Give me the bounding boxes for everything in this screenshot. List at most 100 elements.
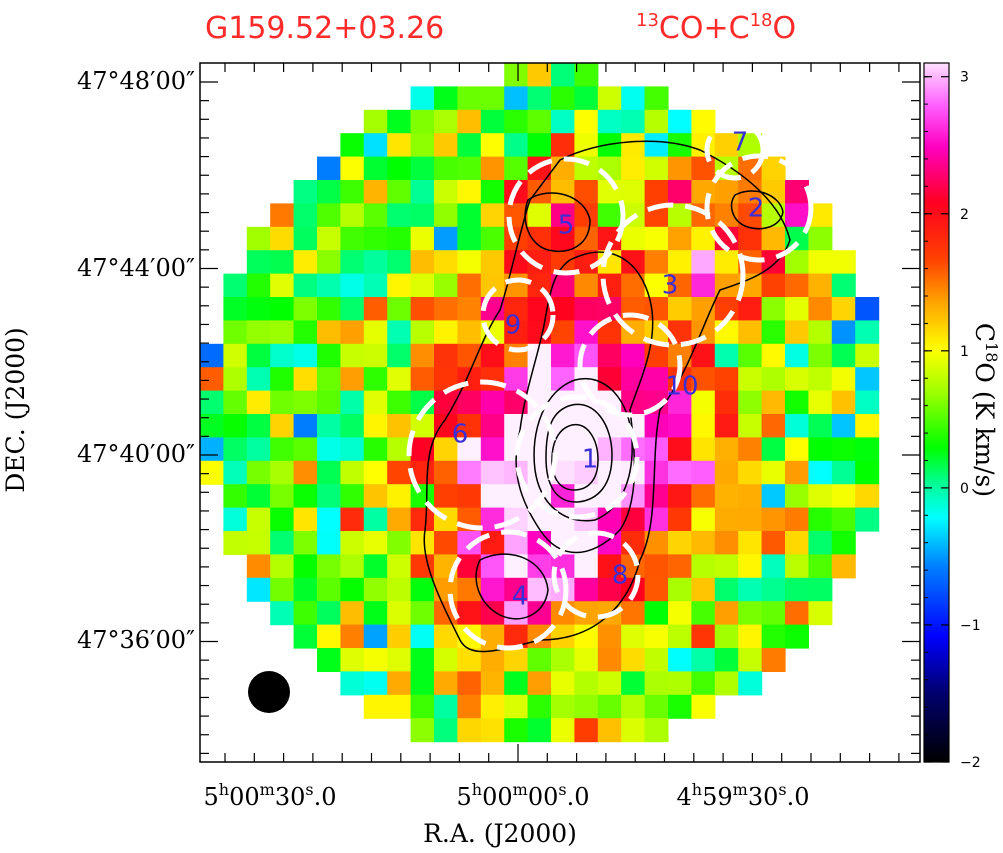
heatmap-cell	[808, 437, 833, 462]
heatmap-cell	[668, 694, 692, 719]
heatmap-cell	[363, 226, 388, 251]
heatmap-cell	[410, 648, 435, 672]
heatmap-cell	[644, 180, 669, 204]
heatmap-cell	[223, 390, 248, 415]
heatmap-cell	[714, 554, 739, 579]
heatmap-cell	[831, 367, 856, 392]
heatmap-cell	[668, 273, 692, 298]
heatmap-cell	[668, 577, 692, 602]
heatmap-cell	[597, 554, 622, 579]
heatmap-cell	[714, 577, 739, 602]
heatmap-cell	[317, 531, 341, 555]
heatmap-cell	[434, 133, 458, 158]
heatmap-cell	[387, 577, 412, 602]
heatmap-cell	[223, 484, 248, 509]
heatmap-cell	[691, 484, 716, 509]
heatmap-cell	[855, 343, 880, 368]
heatmap-cell	[738, 460, 763, 485]
heatmap-cell	[504, 577, 529, 602]
heatmap-cell	[317, 390, 341, 415]
heatmap-cell	[785, 577, 809, 602]
heatmap-cell	[551, 133, 575, 158]
heatmap-cell	[270, 297, 295, 321]
heatmap-cell	[621, 718, 646, 743]
heatmap-cell	[293, 343, 318, 368]
heatmap-cell	[317, 437, 341, 462]
heatmap-cell	[691, 671, 716, 696]
heatmap-cell	[504, 648, 529, 672]
heatmap-cell	[293, 180, 318, 204]
heatmap-cell	[340, 203, 365, 228]
heatmap-cell	[317, 577, 341, 602]
heatmap-cell	[387, 648, 412, 672]
heatmap-cell	[527, 437, 552, 462]
heatmap-cell	[714, 343, 739, 368]
heatmap-cell	[761, 648, 786, 672]
heatmap-cell	[504, 297, 529, 321]
heatmap-cell	[785, 414, 809, 438]
heatmap-cell	[644, 156, 669, 181]
heatmap-cell	[831, 554, 856, 579]
heatmap-cell	[410, 718, 435, 743]
heatmap-cell	[785, 624, 809, 649]
heatmap-cell	[691, 624, 716, 649]
heatmap-cell	[293, 414, 318, 438]
heatmap-cell	[504, 601, 529, 626]
heatmap-cell	[434, 180, 458, 204]
heatmap-cell	[831, 390, 856, 415]
heatmap-cell	[434, 297, 458, 321]
heatmap-cell	[434, 156, 458, 181]
heatmap-cell	[223, 343, 248, 368]
heatmap-cell	[785, 273, 809, 298]
heatmap-cell	[246, 554, 271, 579]
heatmap-cell	[761, 414, 786, 438]
heatmap-cell	[317, 414, 341, 438]
core-label: 1	[582, 445, 599, 475]
heatmap-cell	[410, 343, 435, 368]
heatmap-cell	[644, 86, 669, 111]
heatmap-cell	[293, 250, 318, 275]
heatmap-cell	[434, 86, 458, 111]
heatmap-cell	[410, 180, 435, 204]
heatmap-cell	[714, 133, 739, 158]
heatmap-cell	[480, 250, 505, 275]
heatmap-cell	[738, 297, 763, 321]
heatmap-cell	[387, 624, 412, 649]
heatmap-cell	[293, 601, 318, 626]
heatmap-cell	[340, 437, 365, 462]
heatmap-cell	[410, 226, 435, 251]
heatmap-cell	[293, 320, 318, 345]
heatmap-cell	[223, 437, 248, 462]
heatmap-cell	[551, 203, 575, 228]
heatmap-cell	[363, 109, 388, 134]
heatmap-cell	[551, 226, 575, 251]
heatmap-cell	[270, 320, 295, 345]
heatmap-cell	[527, 133, 552, 158]
heatmap-cell	[410, 133, 435, 158]
heatmap-cell	[527, 554, 552, 579]
heatmap-cell	[668, 133, 692, 158]
heatmap-cell	[434, 109, 458, 134]
heatmap-cell	[808, 250, 833, 275]
x-tick-label: 4h59m30s.0	[677, 780, 810, 811]
heatmap-cell	[714, 390, 739, 415]
heatmap-cell	[270, 554, 295, 579]
heatmap-cell	[480, 484, 505, 509]
heatmap-cell	[644, 648, 669, 672]
heatmap-cell	[761, 507, 786, 532]
heatmap-cell	[270, 226, 295, 251]
heatmap-cell	[691, 180, 716, 204]
heatmap-cell	[761, 531, 786, 555]
heatmap-cell	[808, 343, 833, 368]
heatmap-cell	[597, 203, 622, 228]
heatmap-cell	[340, 624, 365, 649]
heatmap-cell	[691, 390, 716, 415]
heatmap-cell	[317, 250, 341, 275]
heatmap-cell	[808, 577, 833, 602]
heatmap-cell	[621, 133, 646, 158]
colorbar	[923, 62, 950, 763]
contour-line	[730, 190, 784, 230]
heatmap-cell	[270, 414, 295, 438]
heatmap-cell	[808, 554, 833, 579]
heatmap-cell	[691, 367, 716, 392]
